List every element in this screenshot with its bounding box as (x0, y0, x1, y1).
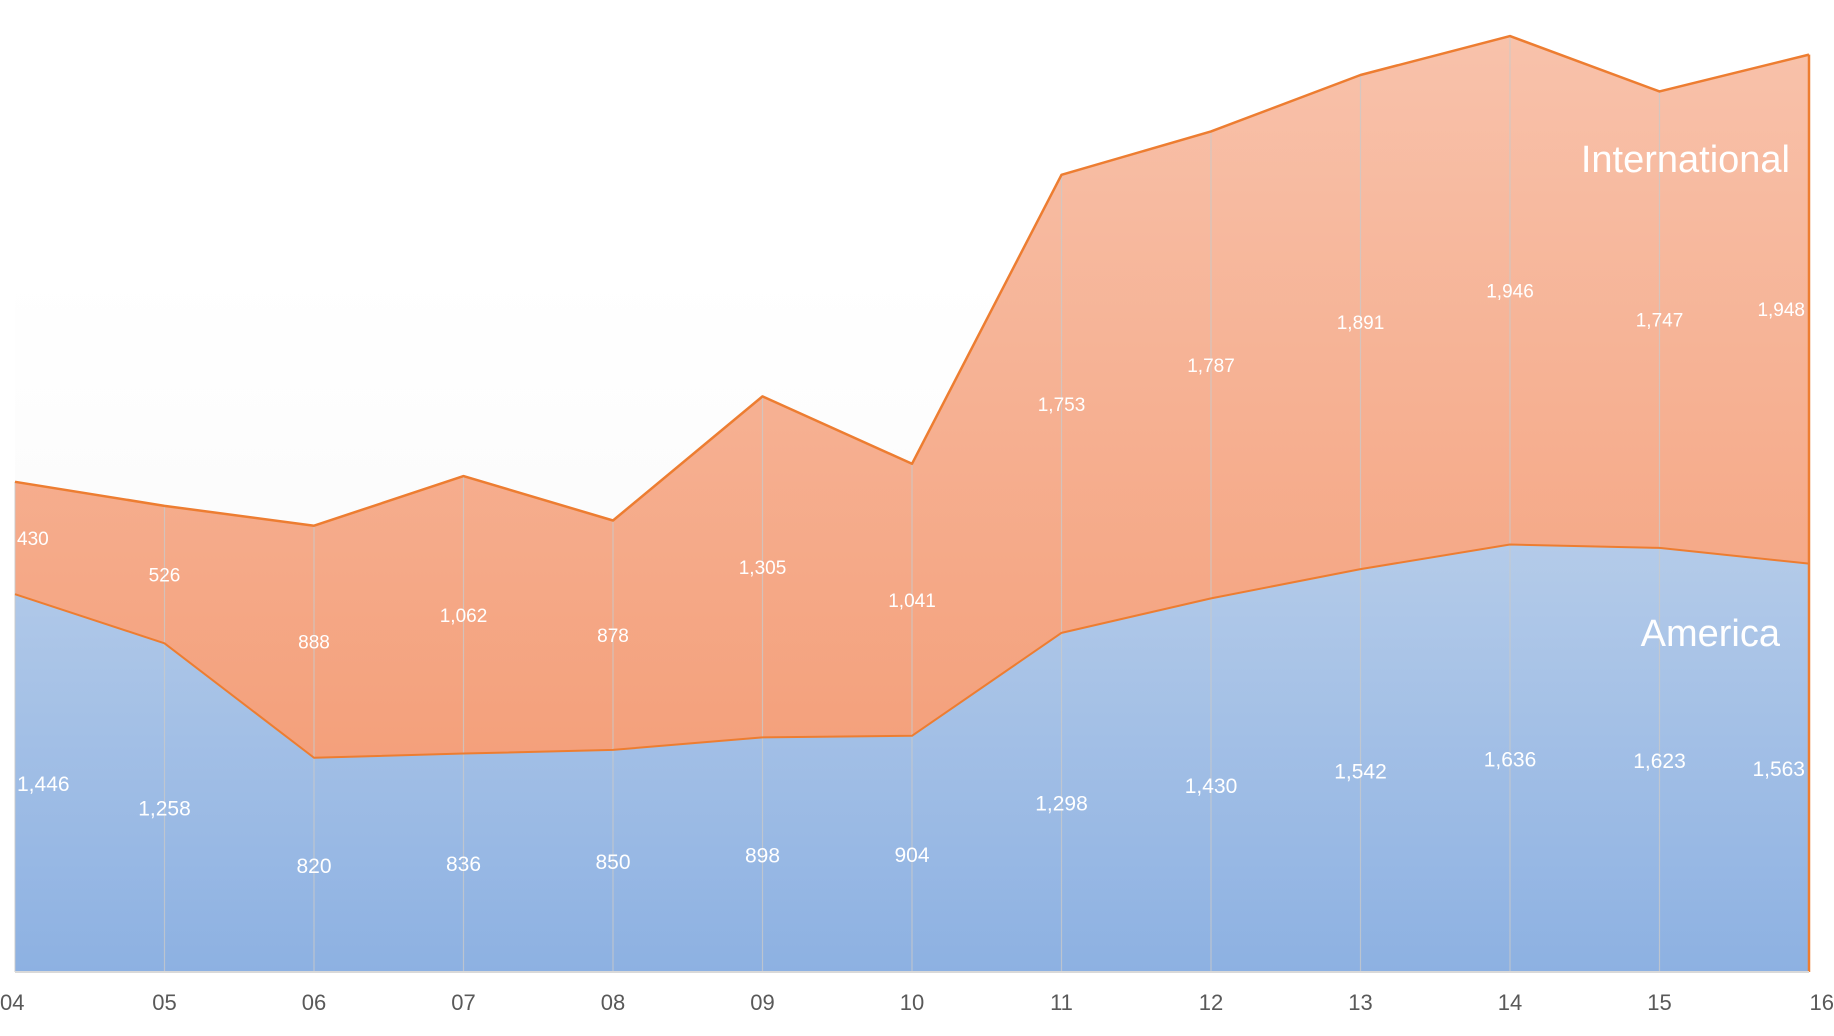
data-label-international: 1,041 (888, 591, 936, 612)
x-tick-label: 08 (601, 990, 625, 1015)
data-label-international: 1,891 (1337, 313, 1385, 334)
data-label-international: 878 (597, 626, 629, 647)
data-label-america: 820 (296, 855, 331, 878)
data-label-international: 526 (149, 566, 181, 587)
series-name-america: America (1641, 613, 1781, 655)
data-label-international: 1,946 (1486, 281, 1534, 302)
x-tick-label: 04 (0, 990, 24, 1015)
data-label-international: 1,787 (1187, 356, 1235, 377)
data-label-america: 1,298 (1035, 792, 1088, 815)
data-label-america: 1,446 (17, 773, 70, 796)
x-tick-label: 11 (1050, 990, 1073, 1015)
x-tick-label: 06 (302, 990, 326, 1015)
data-label-america: 1,636 (1484, 748, 1537, 771)
data-label-america: 1,430 (1185, 775, 1238, 798)
x-tick-label: 05 (152, 990, 176, 1015)
data-label-america: 1,563 (1752, 758, 1805, 781)
data-label-international: 1,062 (440, 606, 488, 627)
line-international-top (14, 34, 1810, 527)
data-label-america: 904 (894, 844, 929, 867)
data-label-america: 1,542 (1334, 761, 1387, 784)
x-tick-label: 14 (1498, 990, 1522, 1015)
data-label-international: 1,753 (1038, 395, 1086, 416)
series-name-international: International (1581, 139, 1790, 181)
data-label-international: 430 (17, 529, 49, 550)
x-tick-label: 09 (750, 990, 774, 1015)
data-label-america: 850 (595, 851, 630, 874)
x-tick-label: 07 (451, 990, 475, 1015)
x-tick-label: 15 (1647, 990, 1671, 1015)
data-label-america: 1,258 (138, 798, 191, 821)
data-label-international: 1,747 (1636, 311, 1684, 332)
x-tick-label: 16 (1810, 990, 1834, 1015)
data-label-international: 1,948 (1757, 300, 1805, 321)
x-tick-label: 12 (1199, 990, 1223, 1015)
data-label-america: 836 (446, 853, 481, 876)
data-label-america: 898 (745, 845, 780, 868)
x-tick-label: 10 (900, 990, 924, 1015)
data-label-international: 1,305 (739, 558, 787, 579)
data-label-america: 1,623 (1633, 750, 1686, 773)
x-tick-label: 13 (1348, 990, 1372, 1015)
data-label-international: 888 (298, 633, 330, 654)
line-america-top (14, 543, 1810, 759)
